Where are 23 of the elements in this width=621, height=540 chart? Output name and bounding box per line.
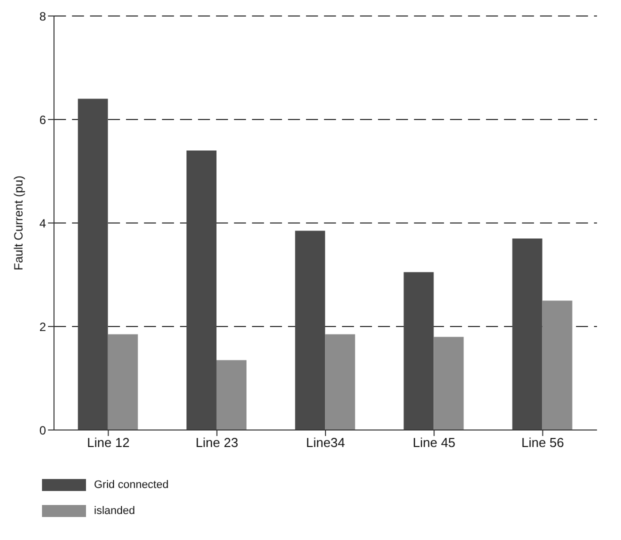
bar — [512, 238, 542, 430]
y-tick-label: 4 — [39, 216, 46, 230]
bar — [78, 98, 108, 430]
x-tick-label: Line34 — [306, 435, 346, 450]
bar — [434, 336, 464, 430]
legend-label: Grid connected — [94, 479, 169, 491]
bar — [186, 150, 216, 430]
bar — [108, 334, 138, 430]
bar — [404, 272, 434, 430]
bar — [216, 360, 246, 430]
bar — [295, 230, 326, 430]
bar — [325, 334, 356, 430]
bar — [542, 300, 572, 430]
y-tick-label: 2 — [39, 320, 46, 334]
legend-label: islanded — [94, 505, 135, 517]
x-tick-label: Line 56 — [521, 435, 564, 450]
y-axis-title: Fault Current (pu) — [11, 176, 26, 270]
x-tick-label: Line 23 — [196, 435, 238, 450]
y-tick-label: 0 — [39, 423, 46, 438]
x-tick-label: Line 12 — [86, 435, 130, 450]
y-tick-label: 6 — [39, 112, 46, 127]
x-tick-label: Line 45 — [412, 435, 456, 450]
y-tick-label: 8 — [39, 9, 46, 24]
